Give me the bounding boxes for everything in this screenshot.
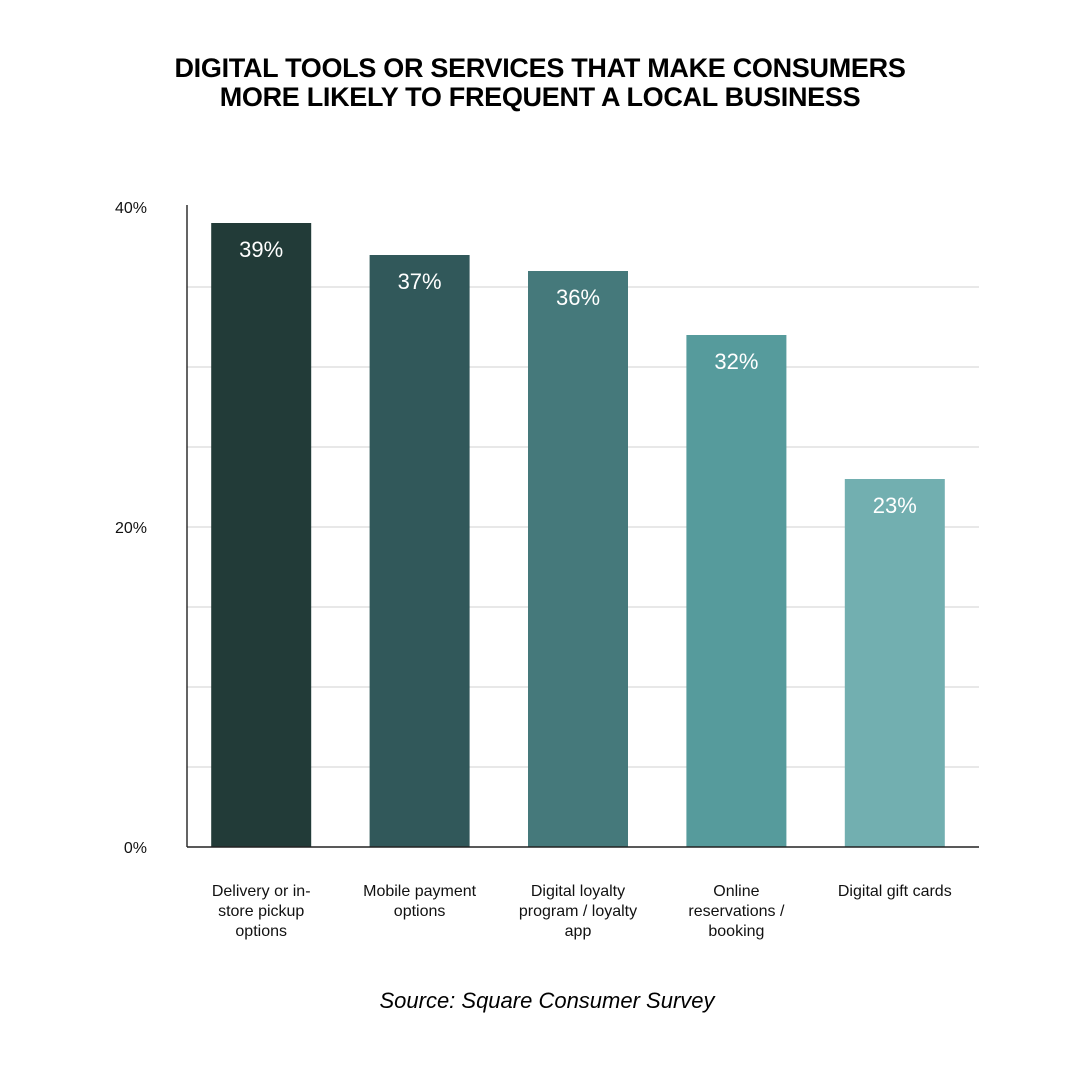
bar [369,255,470,847]
chart-title-line-2: MORE LIKELY TO FREQUENT A LOCAL BUSINESS [219,82,861,112]
bar [686,335,787,847]
bar [844,479,945,847]
labels: 39% Delivery or in-store pickup options 37%… [115,200,952,940]
axes [186,205,979,848]
bar [528,271,628,847]
chart-title-line-1: DIGITAL TOOLS OR SERVICES THAT MAKE CONS… [174,53,906,83]
bars [211,223,945,847]
category-label: Online reservations / booking [688,883,785,940]
chart-title: DIGITAL TOOLS OR SERVICES THAT MAKE CONS… [0,54,1080,112]
bar-value-label: 39% [239,237,283,262]
bar-value-label: 32% [714,349,758,374]
y-tick-label: 0% [124,840,147,857]
y-tick-label: 20% [115,520,147,537]
category-label: Digital loyalty program / loyalty app [519,883,637,940]
bar-value-label: 37% [398,269,442,294]
category-label: Delivery or in-store pickup options [212,883,311,940]
bar [211,223,312,847]
y-tick-label: 40% [115,200,147,217]
category-label: Mobile payment options [363,883,477,920]
category-label: Digital gift cards [838,883,952,900]
source-note: Source: Square Consumer Survey [379,988,715,1013]
bar-value-label: 36% [556,285,600,310]
bar-value-label: 23% [873,493,917,518]
